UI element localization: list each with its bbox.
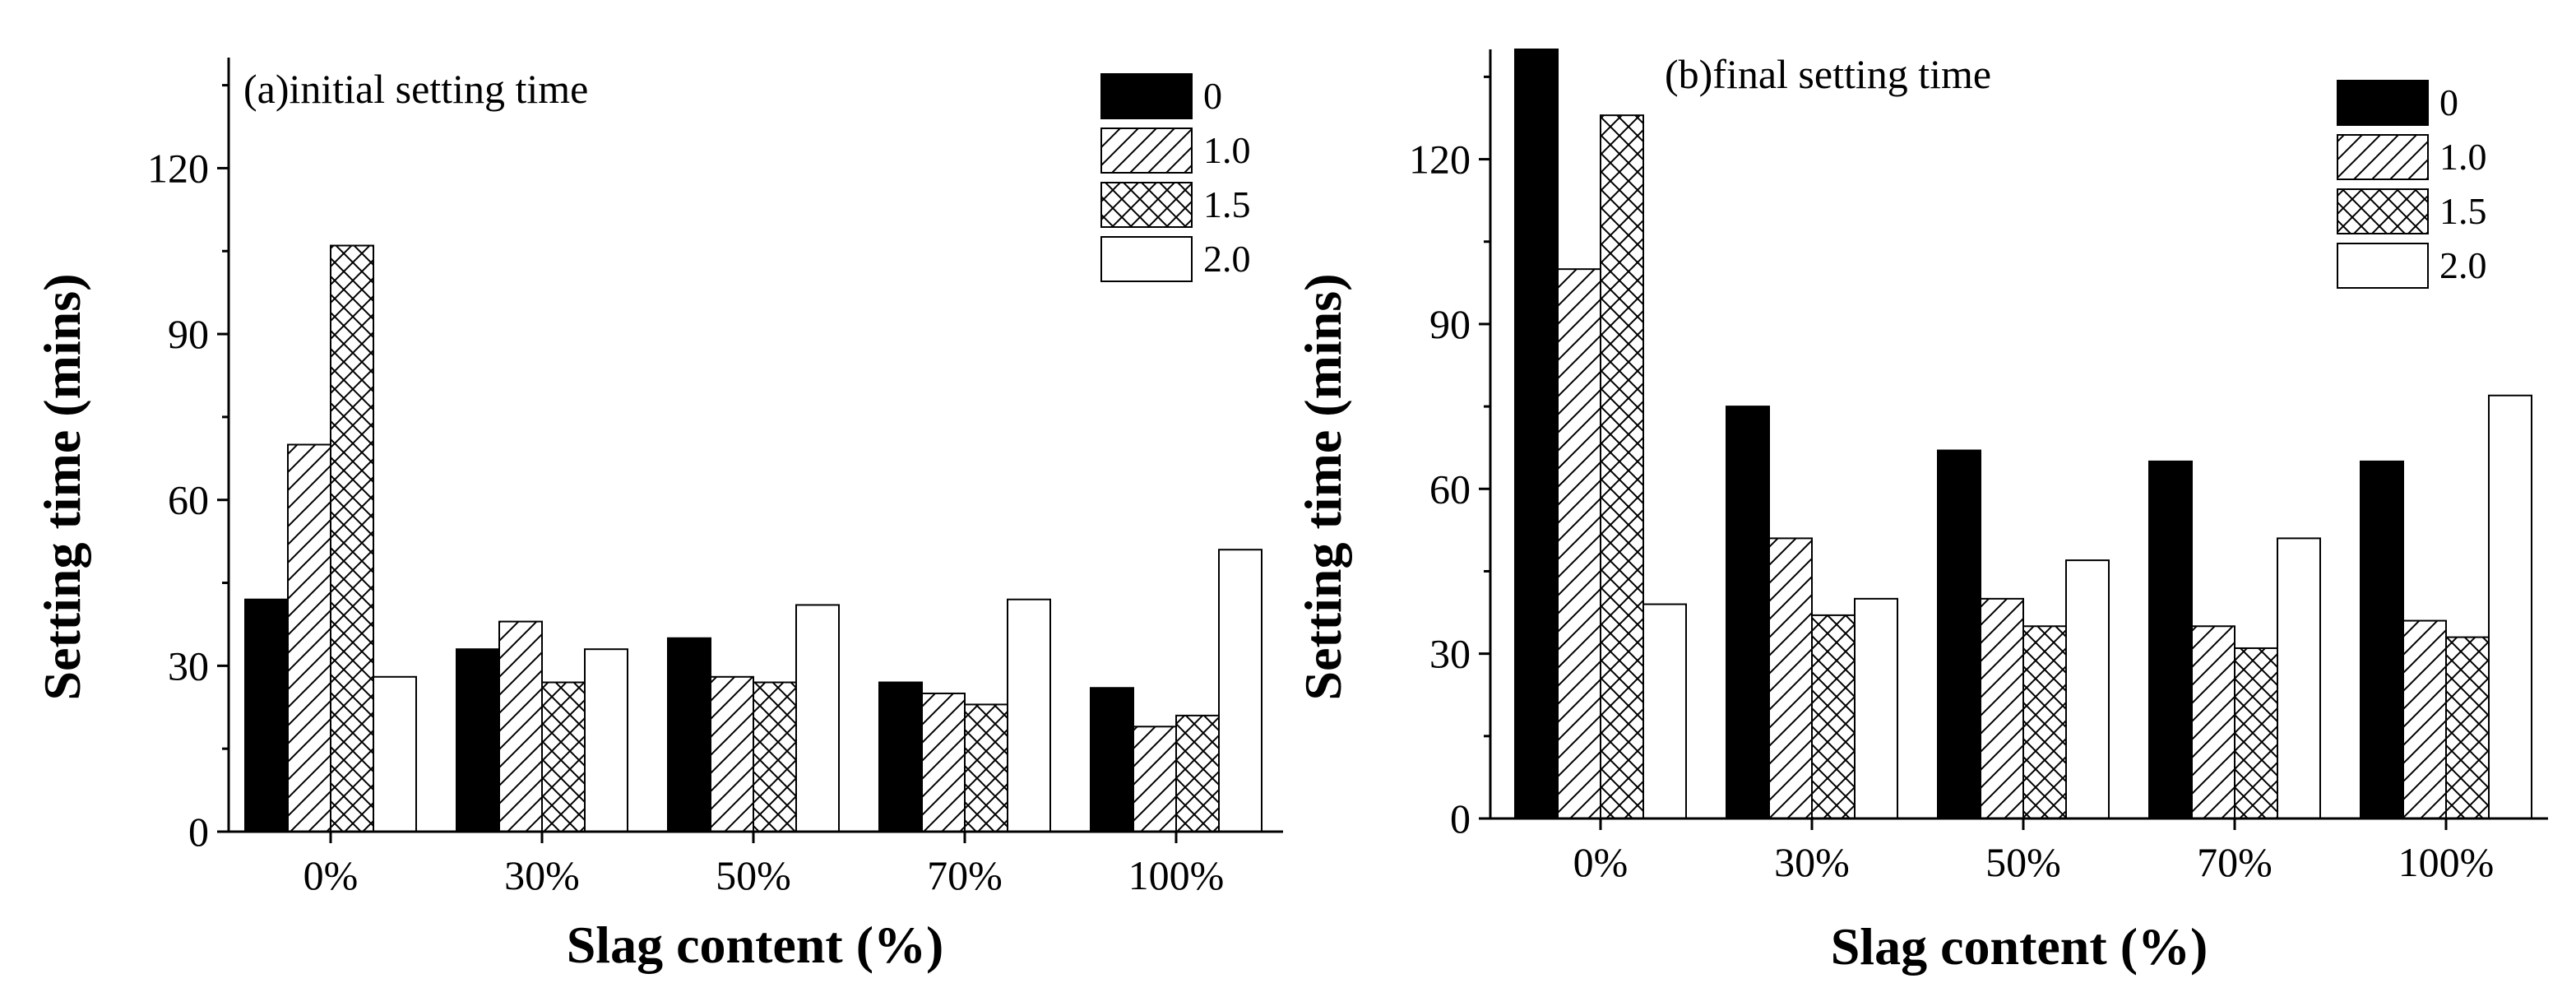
bar-series-0-70% xyxy=(878,681,923,832)
legend-swatch xyxy=(2337,134,2429,180)
bar-series-0-0% xyxy=(244,598,289,832)
x-tick-label: 70% xyxy=(2197,839,2273,885)
bar-series-0-0% xyxy=(1514,49,1559,819)
axes-group: 0 30 60 90 120 0% 30% 50% 70% 100% xyxy=(1409,49,2548,885)
y-tick-label: 60 xyxy=(168,477,209,523)
y-axis-title: Setting time (mins) xyxy=(1294,273,1352,700)
legend-label: 2.0 xyxy=(1203,238,1251,280)
y-tick-label: 0 xyxy=(1450,795,1471,842)
legend-label: 0 xyxy=(1203,75,1222,117)
y-tick-label: 90 xyxy=(168,311,209,357)
legend: 0 1.0 1.5 2.0 xyxy=(2337,80,2487,289)
x-tick-label: 30% xyxy=(1774,839,1850,885)
bar-series-1.5-0% xyxy=(330,244,374,832)
bar-series-1.0-70% xyxy=(921,692,966,833)
legend: 0 1.0 1.5 2.0 xyxy=(1100,73,1251,282)
bar-series-1.0-30% xyxy=(1768,537,1813,820)
bar-series-1.0-50% xyxy=(1980,597,2024,819)
bar-series-1.0-50% xyxy=(710,675,754,832)
panel-title: (b)final setting time xyxy=(1665,51,1991,97)
x-tick-label: 50% xyxy=(716,852,791,898)
bar-series-0-30% xyxy=(1726,406,1770,819)
bar-series-0-50% xyxy=(667,637,711,832)
legend-label: 1.5 xyxy=(2439,190,2487,232)
legend-swatch xyxy=(2337,243,2429,289)
legend-swatch xyxy=(2337,188,2429,234)
bar-series-2.0-0% xyxy=(1642,603,1687,819)
bar-series-0-30% xyxy=(456,648,500,833)
x-tick-label: 100% xyxy=(2398,839,2495,885)
legend-label: 1.5 xyxy=(1203,183,1251,225)
y-tick-label: 0 xyxy=(188,809,209,855)
bar-series-1.0-0% xyxy=(1557,268,1601,819)
legend-swatch xyxy=(1100,236,1193,282)
bar-series-1.0-100% xyxy=(2402,619,2447,819)
bar-series-2.0-50% xyxy=(795,604,840,833)
bar-series-1.5-30% xyxy=(1811,614,1856,820)
y-tick-label: 90 xyxy=(1429,301,1471,347)
bar-series-1.5-50% xyxy=(2022,625,2067,819)
bar-series-2.0-0% xyxy=(373,675,417,832)
bar-series-2.0-100% xyxy=(2488,394,2532,819)
legend-label: 0 xyxy=(2439,81,2458,123)
x-tick-label: 100% xyxy=(1128,852,1225,898)
bar-series-1.5-100% xyxy=(2445,636,2490,819)
x-tick-label: 0% xyxy=(1573,839,1629,885)
bar-series-2.0-70% xyxy=(2277,537,2321,820)
bar-series-1.0-0% xyxy=(287,443,331,832)
bars-group xyxy=(244,244,1263,833)
x-tick-label: 0% xyxy=(303,852,359,898)
bar-series-0-100% xyxy=(2360,460,2404,820)
x-tick-label: 70% xyxy=(927,852,1003,898)
axes-group: 0 30 60 90 120 0% 30% 50% 70% 100% xyxy=(147,58,1283,898)
bar-series-1.5-30% xyxy=(541,681,586,832)
y-tick-label: 60 xyxy=(1429,466,1471,512)
bar-series-1.0-100% xyxy=(1133,726,1177,832)
bar-series-1.5-70% xyxy=(2234,647,2278,820)
y-tick-label: 30 xyxy=(168,642,209,689)
panel-title: (a)initial setting time xyxy=(243,66,588,112)
bar-series-2.0-50% xyxy=(2065,559,2110,819)
bars-group xyxy=(1514,49,2532,820)
x-axis-title: Slag content (%) xyxy=(1831,917,2208,976)
bar-series-2.0-30% xyxy=(1854,597,1898,819)
chart-panel-final-setting-time: 0 30 60 90 120 0% 30% 50% 70% 100% (b)final setti… xyxy=(1294,49,2548,976)
bar-series-0-100% xyxy=(1090,687,1134,832)
bar-series-2.0-70% xyxy=(1007,598,1051,832)
legend-swatch xyxy=(1100,128,1193,174)
x-axis-title: Slag content (%) xyxy=(567,916,944,974)
y-tick-label: 30 xyxy=(1429,631,1471,677)
legend-swatch xyxy=(1100,73,1193,119)
x-tick-label: 30% xyxy=(504,852,580,898)
legend-label: 1.0 xyxy=(1203,129,1251,171)
legend-label: 2.0 xyxy=(2439,244,2487,286)
legend-swatch xyxy=(1100,182,1193,228)
bar-series-1.5-70% xyxy=(964,703,1008,833)
x-tick-label: 50% xyxy=(1985,839,2061,885)
bar-series-1.5-100% xyxy=(1175,714,1220,832)
bar-series-1.0-70% xyxy=(2191,625,2235,819)
y-tick-label: 120 xyxy=(147,145,209,191)
bar-series-1.5-0% xyxy=(1600,114,1644,819)
bar-series-1.0-30% xyxy=(498,620,543,832)
y-tick-label: 120 xyxy=(1409,137,1471,183)
chart-panel-initial-setting-time: 0 30 60 90 120 0% 30% 50% 70% 100% (a)initial set… xyxy=(33,58,1283,974)
bar-series-0-50% xyxy=(1937,449,1981,819)
bar-series-0-70% xyxy=(2148,460,2193,820)
bar-series-2.0-100% xyxy=(1218,549,1263,832)
legend-label: 1.0 xyxy=(2439,136,2487,178)
legend-swatch xyxy=(2337,80,2429,126)
bar-series-1.5-50% xyxy=(753,681,797,832)
bar-series-2.0-30% xyxy=(584,648,628,833)
y-axis-title: Setting time (mins) xyxy=(33,273,91,700)
